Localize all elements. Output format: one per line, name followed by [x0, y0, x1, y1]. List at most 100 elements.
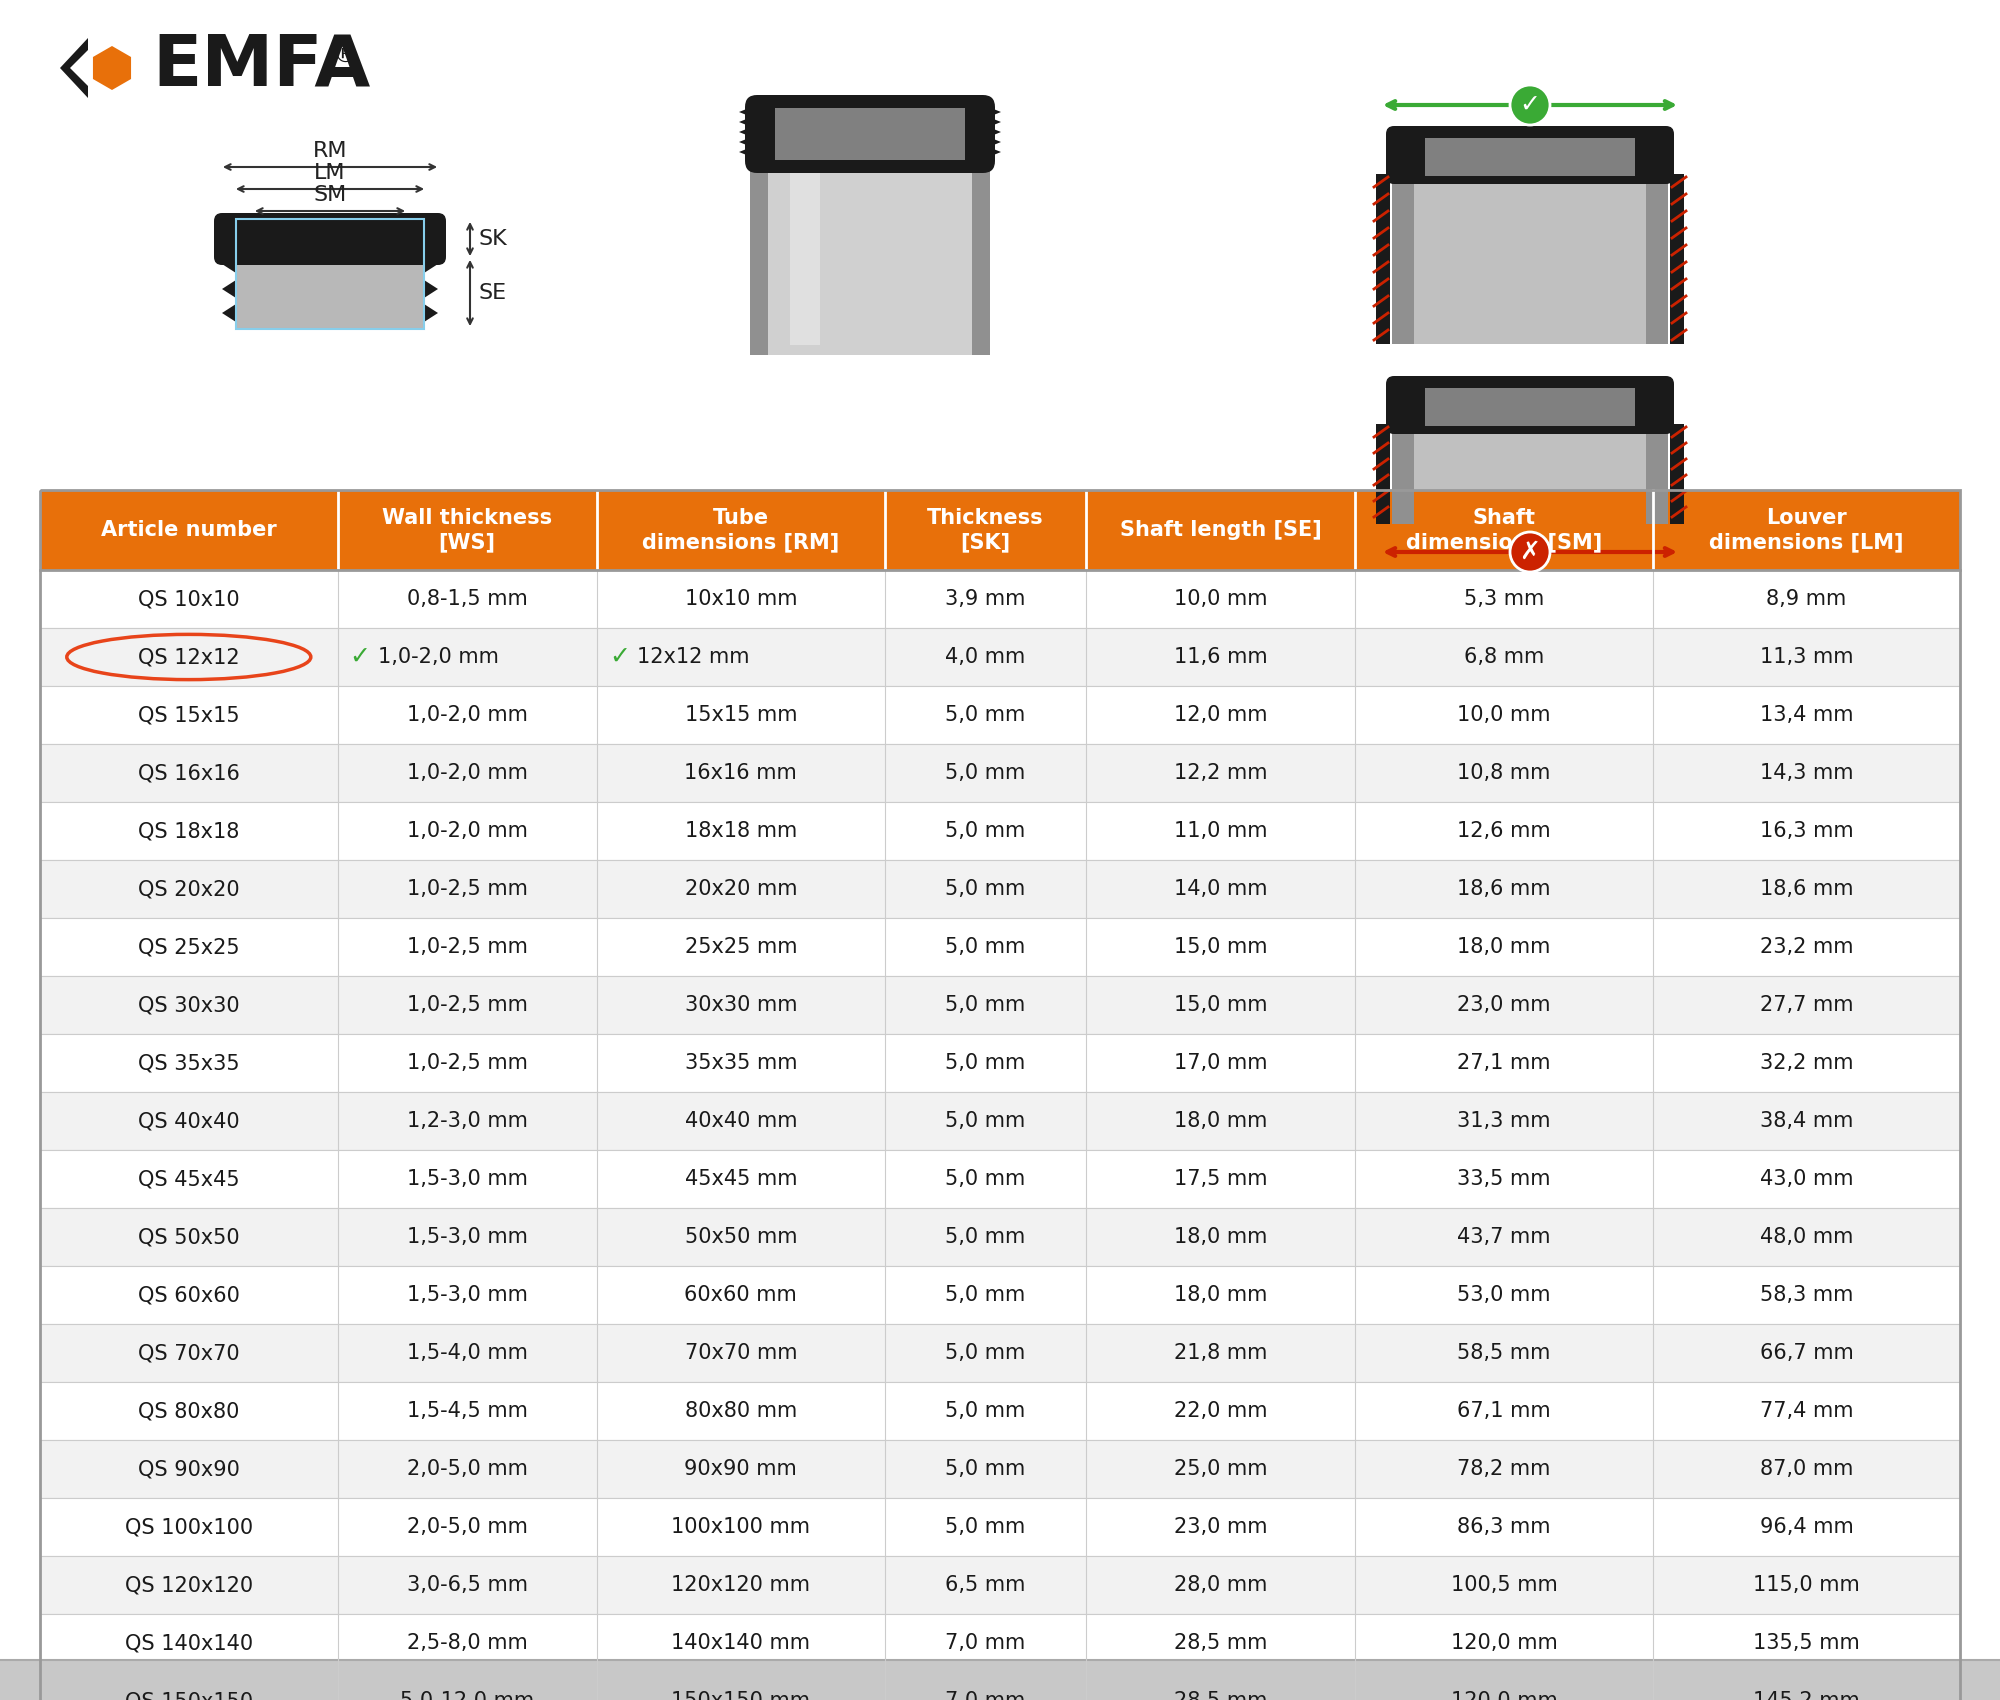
Text: 40x40 mm: 40x40 mm: [684, 1112, 798, 1130]
Text: 5,0 mm: 5,0 mm: [946, 1401, 1026, 1421]
Text: 18,0 mm: 18,0 mm: [1174, 1227, 1268, 1248]
Text: 5,0 mm: 5,0 mm: [946, 821, 1026, 842]
Text: ✓: ✓: [350, 644, 370, 670]
Bar: [0, 1659, 2000, 1700]
Text: 18,0 mm: 18,0 mm: [1458, 937, 1550, 957]
Text: 96,4 mm: 96,4 mm: [1760, 1516, 1854, 1537]
Text: 14,3 mm: 14,3 mm: [1760, 763, 1854, 784]
Text: 38,4 mm: 38,4 mm: [1760, 1112, 1854, 1130]
Text: 90x90 mm: 90x90 mm: [684, 1459, 798, 1479]
Text: 28,0 mm: 28,0 mm: [1174, 1574, 1268, 1595]
Text: 100,5 mm: 100,5 mm: [1450, 1574, 1558, 1595]
Text: 80x80 mm: 80x80 mm: [684, 1401, 796, 1421]
Text: QS 30x30: QS 30x30: [138, 994, 240, 1015]
Text: 43,0 mm: 43,0 mm: [1760, 1170, 1854, 1188]
Text: 3,0-6,5 mm: 3,0-6,5 mm: [406, 1574, 528, 1595]
Text: 15x15 mm: 15x15 mm: [684, 706, 798, 724]
Polygon shape: [992, 148, 1002, 156]
Text: 13,4 mm: 13,4 mm: [1760, 706, 1854, 724]
Text: QS 140x140: QS 140x140: [124, 1634, 252, 1652]
Text: 1,0-2,0 mm: 1,0-2,0 mm: [406, 763, 528, 784]
Text: 58,3 mm: 58,3 mm: [1760, 1285, 1854, 1306]
Polygon shape: [424, 255, 438, 274]
Text: 120,0 mm: 120,0 mm: [1450, 1634, 1558, 1652]
Text: 22,0 mm: 22,0 mm: [1174, 1401, 1268, 1421]
Text: QS 25x25: QS 25x25: [138, 937, 240, 957]
Text: 27,7 mm: 27,7 mm: [1760, 994, 1854, 1015]
Bar: [1392, 173, 1414, 343]
Bar: [40, 1613, 1960, 1673]
Text: QS 45x45: QS 45x45: [138, 1170, 240, 1188]
FancyBboxPatch shape: [214, 212, 446, 265]
Bar: [40, 918, 1960, 976]
Polygon shape: [424, 304, 438, 321]
Bar: [1392, 423, 1414, 524]
Text: Article number: Article number: [100, 520, 276, 541]
Bar: [40, 490, 1960, 1700]
Polygon shape: [740, 148, 748, 156]
Polygon shape: [740, 117, 748, 126]
Text: QS 50x50: QS 50x50: [138, 1227, 240, 1248]
Text: 28,5 mm: 28,5 mm: [1174, 1692, 1268, 1700]
Text: 5,0 mm: 5,0 mm: [946, 706, 1026, 724]
Polygon shape: [222, 231, 236, 248]
Text: 5,0 mm: 5,0 mm: [946, 1516, 1026, 1537]
Polygon shape: [222, 304, 236, 321]
Text: 48,0 mm: 48,0 mm: [1760, 1227, 1854, 1248]
Text: 10x10 mm: 10x10 mm: [684, 588, 798, 609]
Text: 18,0 mm: 18,0 mm: [1174, 1285, 1268, 1306]
Text: Tube
dimensions [RM]: Tube dimensions [RM]: [642, 508, 840, 552]
Text: RM: RM: [312, 141, 348, 162]
Bar: [40, 687, 1960, 745]
Text: 11,0 mm: 11,0 mm: [1174, 821, 1268, 842]
Text: 60x60 mm: 60x60 mm: [684, 1285, 798, 1306]
Text: 15,0 mm: 15,0 mm: [1174, 937, 1268, 957]
Text: QS 20x20: QS 20x20: [138, 879, 240, 899]
Text: 1,5-4,0 mm: 1,5-4,0 mm: [406, 1343, 528, 1363]
Text: 6,8 mm: 6,8 mm: [1464, 648, 1544, 666]
Text: 17,5 mm: 17,5 mm: [1174, 1170, 1268, 1188]
Text: 1,0-2,5 mm: 1,0-2,5 mm: [406, 937, 528, 957]
Text: 5,0 mm: 5,0 mm: [946, 1112, 1026, 1130]
Text: 50x50 mm: 50x50 mm: [684, 1227, 798, 1248]
Text: 35x35 mm: 35x35 mm: [684, 1052, 798, 1073]
Bar: [40, 745, 1960, 802]
FancyBboxPatch shape: [236, 219, 424, 330]
Text: 2,0-5,0 mm: 2,0-5,0 mm: [406, 1516, 528, 1537]
Text: 1,2-3,0 mm: 1,2-3,0 mm: [406, 1112, 528, 1130]
Text: QS 16x16: QS 16x16: [138, 763, 240, 784]
FancyBboxPatch shape: [1386, 376, 1674, 434]
Text: SM: SM: [314, 185, 346, 206]
Text: 120,0 mm: 120,0 mm: [1450, 1692, 1558, 1700]
Text: SE: SE: [478, 282, 506, 303]
Text: 25,0 mm: 25,0 mm: [1174, 1459, 1268, 1479]
Bar: [236, 219, 424, 330]
Text: 1,5-3,0 mm: 1,5-3,0 mm: [406, 1285, 528, 1306]
Circle shape: [1510, 532, 1550, 571]
Text: 5,0 mm: 5,0 mm: [946, 1459, 1026, 1479]
Text: Shaft length [SE]: Shaft length [SE]: [1120, 520, 1322, 541]
Text: 87,0 mm: 87,0 mm: [1760, 1459, 1854, 1479]
Text: 120x120 mm: 120x120 mm: [672, 1574, 810, 1595]
Text: QS 100x100: QS 100x100: [124, 1516, 252, 1537]
Text: 5,0 mm: 5,0 mm: [946, 1343, 1026, 1363]
Text: 100x100 mm: 100x100 mm: [672, 1516, 810, 1537]
Text: 12,0 mm: 12,0 mm: [1174, 706, 1268, 724]
Text: 115,0 mm: 115,0 mm: [1754, 1574, 1860, 1595]
Bar: [40, 1209, 1960, 1266]
Text: 70x70 mm: 70x70 mm: [684, 1343, 798, 1363]
Text: SK: SK: [478, 230, 506, 248]
Text: 1,0-2,5 mm: 1,0-2,5 mm: [406, 994, 528, 1015]
Text: 1,5-3,0 mm: 1,5-3,0 mm: [406, 1227, 528, 1248]
Text: 16x16 mm: 16x16 mm: [684, 763, 798, 784]
Text: 10,8 mm: 10,8 mm: [1458, 763, 1550, 784]
Text: Louver
dimensions [LM]: Louver dimensions [LM]: [1710, 508, 1904, 552]
Bar: [40, 1034, 1960, 1091]
Bar: [1670, 423, 1684, 524]
Polygon shape: [92, 46, 132, 90]
Text: 1,0-2,0 mm: 1,0-2,0 mm: [406, 706, 528, 724]
Text: 5,0 mm: 5,0 mm: [946, 937, 1026, 957]
Text: 5,0 mm: 5,0 mm: [946, 1285, 1026, 1306]
Text: QS 80x80: QS 80x80: [138, 1401, 240, 1421]
Text: 14,0 mm: 14,0 mm: [1174, 879, 1268, 899]
